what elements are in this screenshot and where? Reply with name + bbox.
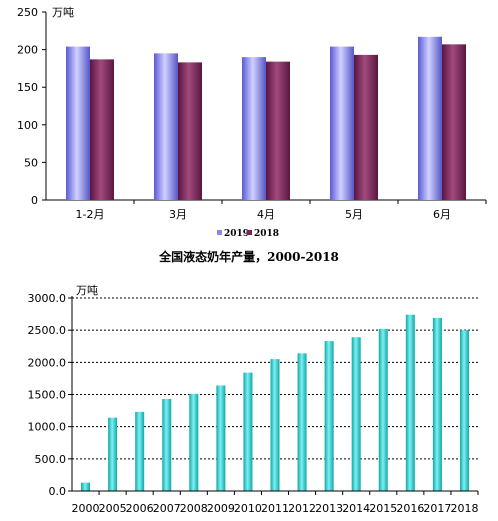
chart2-bar — [432, 317, 442, 491]
chart2-y-tick-label: 1500.0 — [28, 389, 67, 402]
chart1-bar-2018 — [266, 61, 290, 200]
annual-production-chart: 全国液态奶年产量，2000-2018 万吨 0.0 500.0 1000.0 1500… — [28, 250, 479, 515]
chart2-x-tick-label: 2017 — [423, 502, 451, 515]
chart2-x-tick-label: 2000 — [72, 502, 100, 515]
chart1-y-tick-label: 100 — [17, 119, 38, 132]
chart2-bar — [108, 417, 118, 491]
chart2-title: 全国液态奶年产量，2000-2018 — [158, 250, 339, 264]
chart2-bar — [378, 328, 388, 491]
chart2-x-tick-label: 2012 — [288, 502, 316, 515]
legend-swatch-2018 — [247, 230, 252, 235]
chart2-bar — [216, 385, 226, 491]
chart1-bar-2019 — [66, 46, 90, 201]
chart2-bar — [351, 337, 361, 491]
chart2-bar — [162, 399, 172, 491]
chart2-y-tick-label: 3000.0 — [28, 292, 67, 305]
chart2-x-tick-label: 2009 — [207, 502, 235, 515]
chart1-x-tick-label: 1-2月 — [76, 208, 105, 221]
chart1-y-tick-label: 200 — [17, 44, 38, 57]
chart1-bar-2019 — [418, 36, 442, 200]
chart2-x-tick-label: 2011 — [261, 502, 289, 515]
chart2-x-tick-label: 2014 — [342, 502, 370, 515]
legend-label-2018: 2018 — [254, 229, 279, 239]
chart2-y-tick-label: 2000.0 — [28, 356, 67, 369]
chart1-bar-2018 — [354, 54, 378, 200]
chart1-y-tick-label: 0 — [31, 194, 38, 207]
chart2-bar — [459, 330, 469, 491]
chart2-y-tick-label: 0.0 — [49, 485, 67, 498]
legend-swatch-2019 — [217, 230, 222, 235]
chart2-x-tick-label: 2018 — [450, 502, 478, 515]
chart2-bar — [297, 353, 307, 491]
chart2-y-tick-label: 2500.0 — [28, 324, 67, 337]
chart2-bar — [135, 411, 145, 491]
chart1-unit-label: 万吨 — [52, 6, 74, 19]
chart1-bar-2019 — [330, 46, 354, 201]
chart2-unit-label: 万吨 — [76, 284, 98, 297]
chart2-x-tick-label: 2006 — [126, 502, 154, 515]
chart2-x-tick-label: 2007 — [153, 502, 181, 515]
chart1-bar-2019 — [154, 53, 178, 200]
chart2-y-tick-label: 1000.0 — [28, 421, 67, 434]
chart2-x-tick-label: 2008 — [180, 502, 208, 515]
chart2-bar — [243, 372, 253, 491]
chart2-bar — [324, 341, 334, 491]
chart2-x-tick-label: 2015 — [369, 502, 397, 515]
chart1-bar-2018 — [178, 62, 202, 200]
chart1-x-tick-label: 3月 — [169, 208, 187, 221]
chart2-bar — [81, 482, 91, 491]
chart1-bar-2018 — [442, 44, 466, 200]
chart2-bar — [270, 359, 280, 491]
chart2-y-tick-label: 500.0 — [35, 453, 67, 466]
chart1-bar-2019 — [242, 57, 266, 201]
monthly-production-chart: 万吨 0 50 100 150 200 250 1-2月 3月 4月 5月 6月 2019 2018 — [17, 6, 487, 239]
chart2-x-tick-label: 2010 — [234, 502, 262, 515]
chart1-y-tick-label: 50 — [24, 156, 38, 169]
chart1-x-tick-label: 4月 — [257, 208, 275, 221]
chart2-x-tick-label: 2013 — [315, 502, 343, 515]
chart1-x-tick-label: 6月 — [433, 208, 451, 221]
chart1-bar-2018 — [90, 59, 114, 200]
chart2-x-tick-label: 2016 — [396, 502, 424, 515]
chart2-x-tick-label: 2005 — [99, 502, 127, 515]
chart2-bar — [189, 393, 199, 491]
chart1-x-tick-label: 5月 — [345, 208, 363, 221]
chart1-y-tick-label: 150 — [17, 81, 38, 94]
chart1-y-tick-label: 250 — [17, 6, 38, 19]
chart2-bar — [405, 314, 415, 491]
legend-label-2019: 2019 — [224, 229, 249, 239]
